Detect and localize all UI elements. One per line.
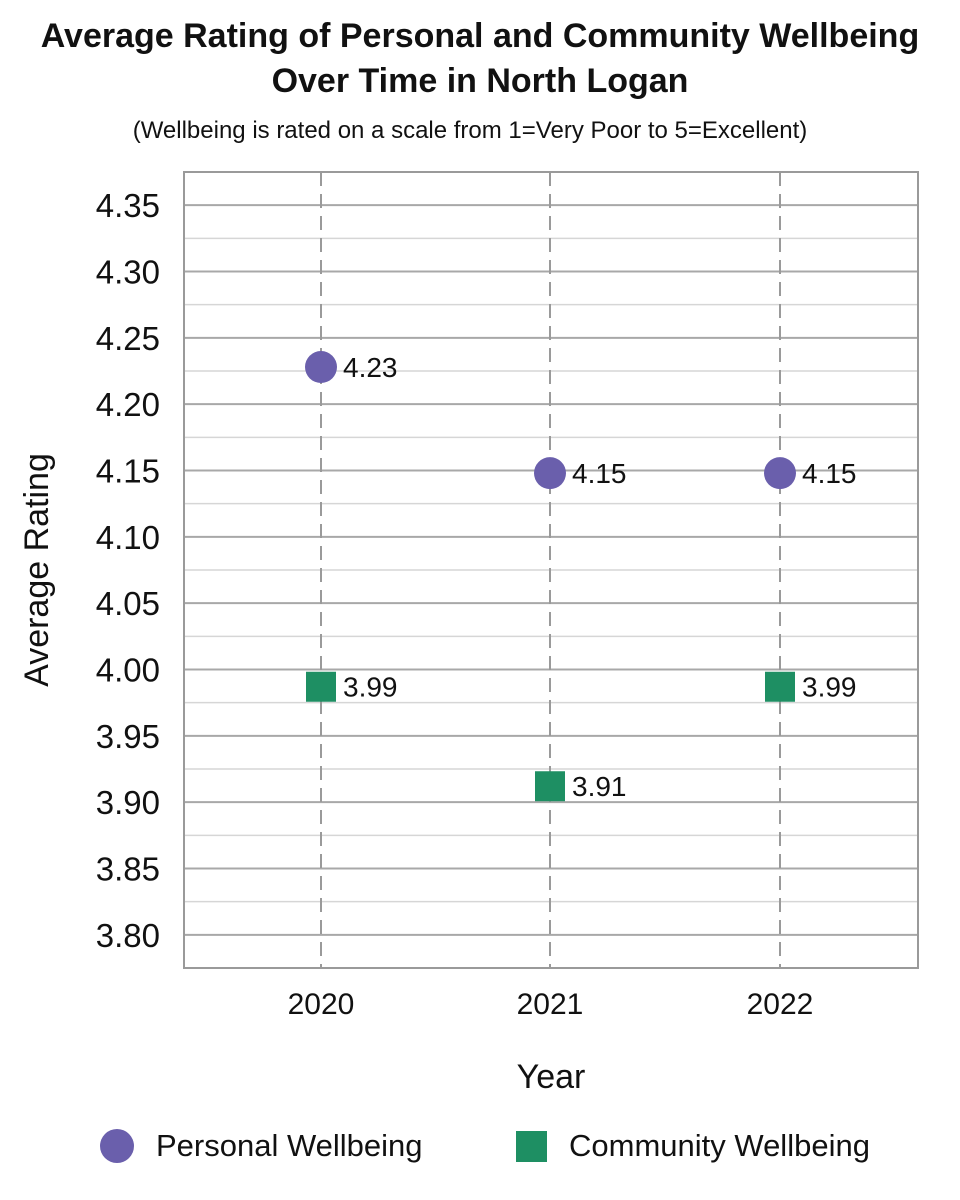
axis-layer: 3.80 3.85 3.90 3.95 4.00 4.05 4.10 4.15 4.20 4.25… <box>96 187 814 1021</box>
y-tick-label: 3.80 <box>96 917 160 954</box>
legend-circle-marker-icon <box>100 1129 134 1163</box>
legend: Personal Wellbeing Community Wellbeing <box>0 1128 960 1172</box>
personal-wellbeing-point <box>305 351 337 384</box>
x-axis-label: Year <box>517 1058 586 1096</box>
y-tick-label: 4.30 <box>96 254 160 291</box>
legend-item-personal: Personal Wellbeing <box>100 1128 423 1164</box>
community-wellbeing-data-label: 3.99 <box>343 672 398 703</box>
legend-label-community: Community Wellbeing <box>569 1128 870 1163</box>
y-tick-label: 3.85 <box>96 851 160 888</box>
community-wellbeing-point <box>535 771 565 802</box>
community-wellbeing-data-label: 3.91 <box>572 771 627 802</box>
chart-title-line-1: Average Rating of Personal and Community… <box>40 17 920 55</box>
personal-wellbeing-data-label: 4.15 <box>572 458 627 489</box>
y-tick-label: 3.95 <box>96 718 160 755</box>
y-tick-label: 4.35 <box>96 187 160 224</box>
chart-title-line-2: Over Time in North Logan <box>271 62 689 100</box>
y-tick-label: 4.00 <box>96 652 160 689</box>
plot-frame <box>183 171 919 969</box>
x-tick-label: 2022 <box>747 988 814 1021</box>
chart-title: Average Rating of Personal and Community… <box>0 14 960 104</box>
personal-wellbeing-data-label: 4.23 <box>343 352 398 383</box>
y-tick-label: 4.05 <box>96 585 160 622</box>
y-tick-label: 4.25 <box>96 320 160 357</box>
legend-label-personal: Personal Wellbeing <box>156 1128 423 1163</box>
y-tick-label: 3.90 <box>96 784 160 821</box>
personal-wellbeing-data-label: 4.15 <box>802 458 857 489</box>
marks-layer: 4.23 4.15 4.15 3.99 3.91 3.99 <box>305 351 857 802</box>
legend-item-community: Community Wellbeing <box>516 1128 870 1164</box>
community-wellbeing-data-label: 3.99 <box>802 672 857 703</box>
chart-subtitle: (Wellbeing is rated on a scale from 1=Ve… <box>132 117 808 144</box>
y-tick-label: 4.15 <box>96 453 160 490</box>
y-tick-label: 4.10 <box>96 519 160 556</box>
y-axis-label: Average Rating <box>18 453 56 687</box>
community-wellbeing-point <box>765 671 795 702</box>
personal-wellbeing-point <box>764 457 796 490</box>
grid-layer <box>184 172 918 968</box>
legend-square-marker-icon <box>516 1130 547 1162</box>
personal-wellbeing-point <box>534 457 566 490</box>
community-wellbeing-point <box>306 671 336 702</box>
x-tick-label: 2020 <box>288 988 355 1021</box>
y-tick-label: 4.20 <box>96 386 160 423</box>
x-tick-label: 2021 <box>517 988 584 1021</box>
